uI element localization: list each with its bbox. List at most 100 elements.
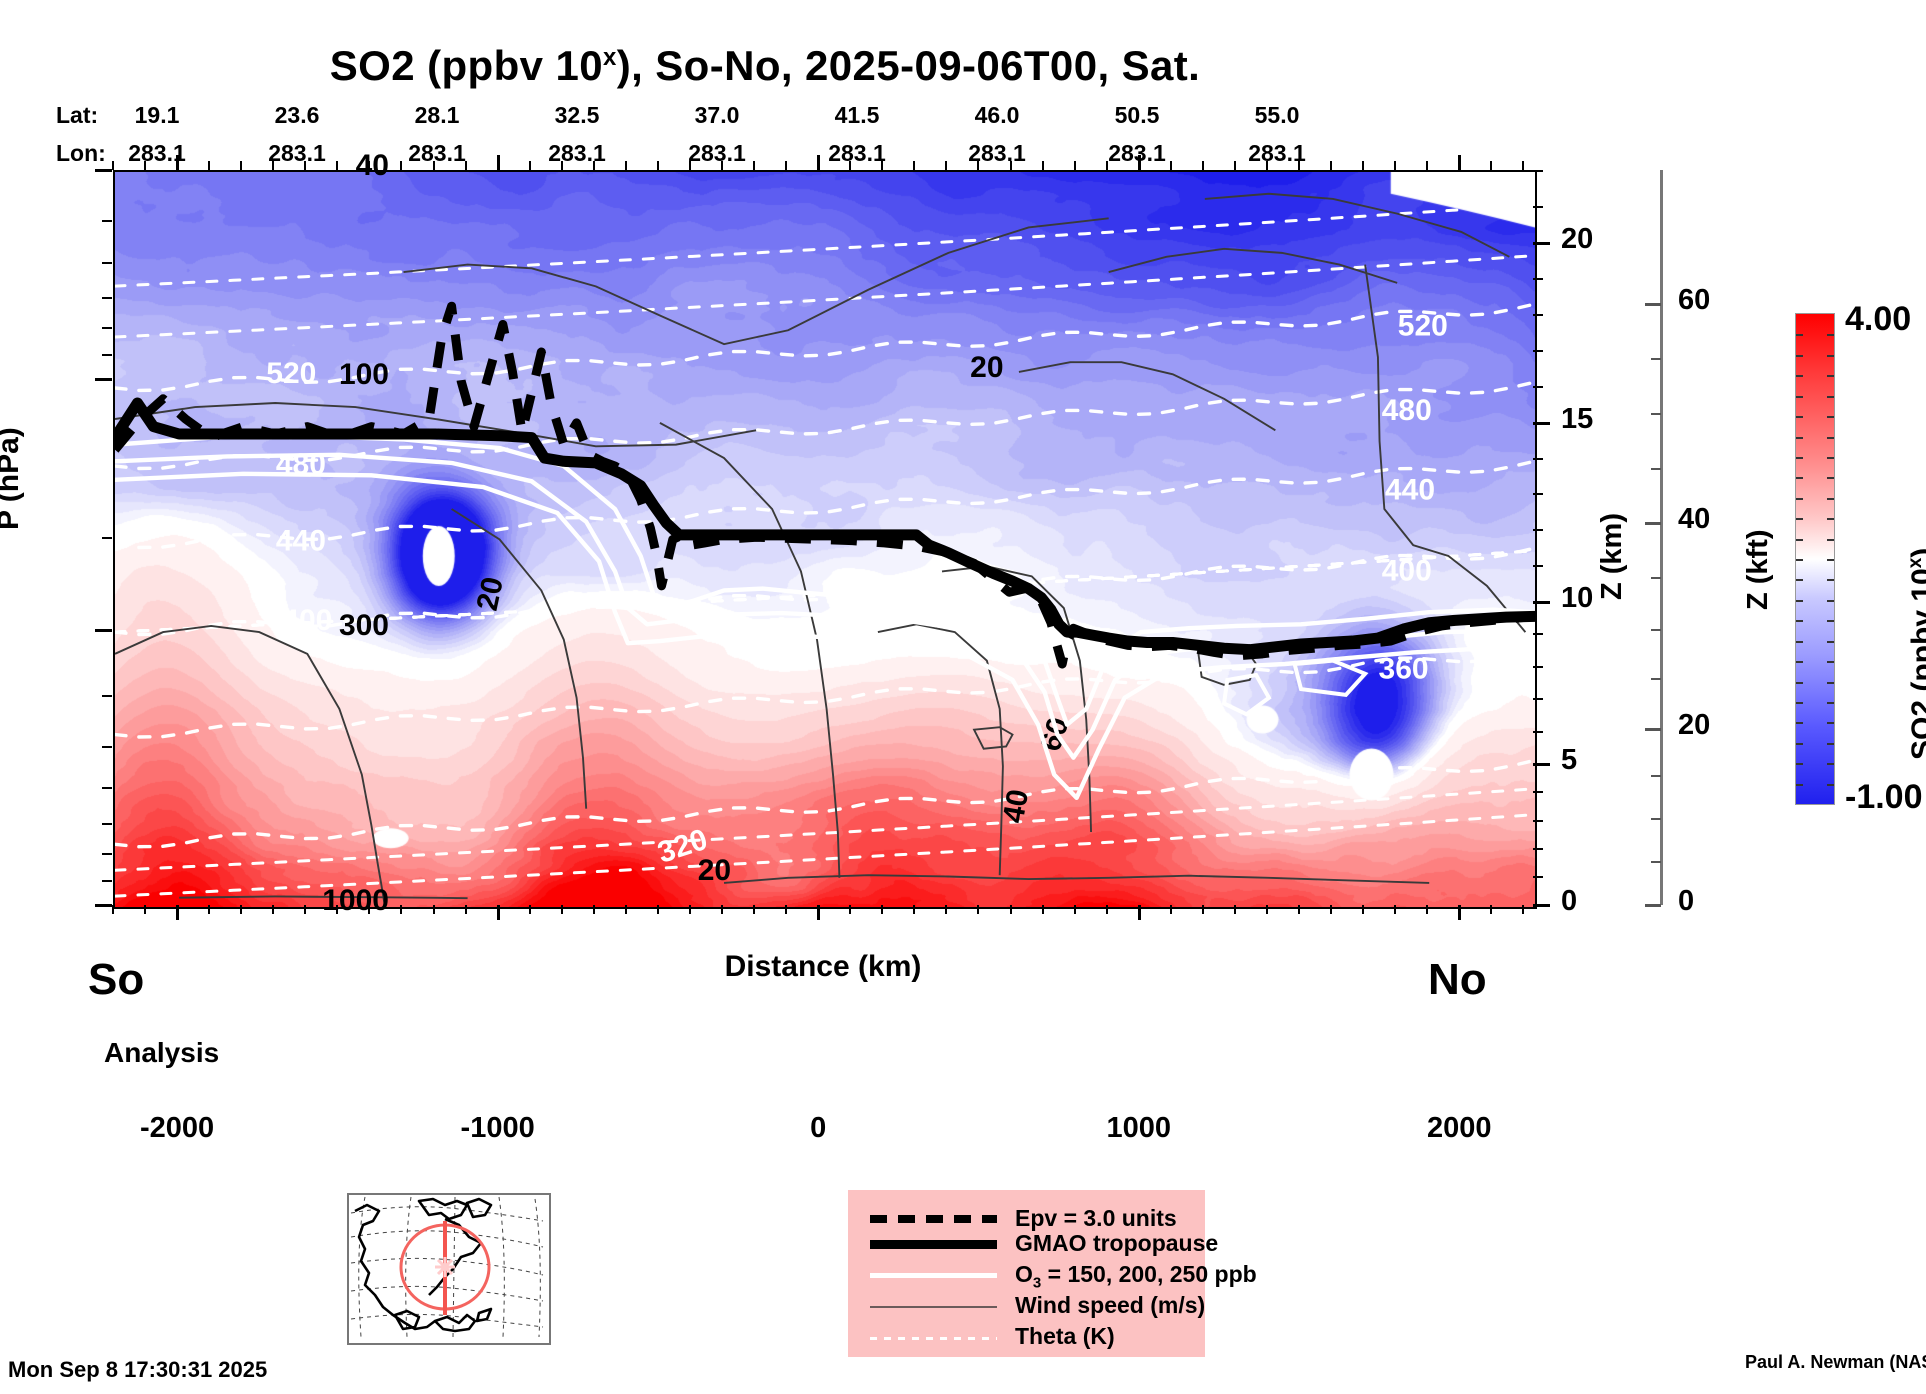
north-endpoint-label: No (1428, 955, 1487, 1004)
x-minor-tick (688, 905, 691, 914)
colorbar-tick (1796, 518, 1803, 521)
lat-value-7: 50.5 (1114, 102, 1160, 128)
lon-value-2: 283.1 (408, 140, 466, 166)
x-minor-tick (1298, 161, 1300, 170)
x-minor-tick (1522, 905, 1525, 914)
z-km-minor-tick (1533, 564, 1543, 567)
wind-speed-contour-4 (659, 422, 841, 878)
lon-value-0: 283.1 (128, 140, 186, 166)
z-kft-minor-tick (1651, 818, 1661, 821)
x-minor-tick (721, 905, 724, 914)
colorbar-tick (1827, 681, 1834, 684)
x-minor-tick (1073, 161, 1076, 170)
x-minor-tick (1426, 161, 1429, 170)
lat-value-8: 55.0 (1254, 102, 1300, 128)
z-km-tick-mark (1533, 904, 1550, 907)
colorbar-tick (1827, 620, 1834, 623)
lat-value-1: 23.6 (274, 102, 320, 128)
y-tick-label-1000: 1000 (322, 884, 389, 917)
x-minor-tick (1362, 905, 1365, 914)
z-km-tick-label-0: 0 (1561, 885, 1578, 917)
x-minor-tick (112, 161, 114, 170)
colorbar-tick (1827, 477, 1834, 480)
wind-speed-contour-14 (972, 726, 1014, 750)
colorbar-tick (1827, 456, 1834, 459)
lon-value-4: 283.1 (688, 140, 746, 166)
legend-box: Epv = 3.0 units GMAO tropopause O3 = 150, … (848, 1190, 1257, 1357)
y-minor-tick (102, 745, 112, 748)
z-km-minor-tick (1533, 349, 1543, 352)
theta-contour-320 (115, 758, 1535, 849)
inset-location-map (347, 1193, 551, 1345)
x-minor-tick (913, 905, 916, 914)
z-kft-minor-tick (1651, 467, 1661, 470)
y-axis-label: P (hPa) (0, 427, 25, 530)
x-tick-mark (817, 155, 821, 170)
lon-value-6: 283.1 (968, 140, 1026, 166)
o3-contour-loop-0 (1221, 672, 1272, 717)
x-minor-tick (1298, 905, 1300, 914)
theta-contour-520 (115, 302, 1535, 393)
lat-value-4: 37.0 (694, 102, 740, 128)
z-km-tick-label-5: 5 (1561, 744, 1578, 777)
x-tick-label--1000: -1000 (460, 1112, 535, 1144)
x-minor-tick (208, 161, 211, 170)
z-kft-minor-tick (1651, 628, 1661, 631)
coastlines (354, 1197, 493, 1333)
x-minor-tick (881, 905, 884, 914)
z-kft-tick-mark (1645, 904, 1661, 907)
x-tick-mark (1458, 155, 1462, 170)
wind-speed-contour-8 (1108, 247, 1398, 284)
x-minor-tick (945, 161, 948, 170)
south-endpoint-label: So (88, 955, 145, 1004)
y-tick-mark-100 (95, 378, 112, 382)
colorbar-axis-label: SO2 (ppbv 10x) (1905, 548, 1926, 760)
z-km-minor-tick (1533, 493, 1543, 496)
wind-speed-label-3: 40 (997, 787, 1035, 826)
cross-section-plot: 520 480 440 400 520 480 440 400 360 320 20 20 60 40 20 (113, 170, 1537, 909)
x-minor-tick (144, 905, 147, 914)
graticule (350, 1196, 544, 1338)
y-minor-tick (102, 822, 112, 825)
x-tick-label-1000: 1000 (1106, 1112, 1171, 1144)
colorbar-max-label: 4.00 (1845, 300, 1912, 338)
x-minor-tick (1265, 905, 1268, 914)
title-text-before: SO2 (ppbv 10 (329, 42, 603, 89)
lat-value-5: 41.5 (834, 102, 880, 128)
x-minor-tick (1105, 905, 1108, 914)
colorbar-tick (1827, 395, 1834, 398)
x-tick-mark (1458, 905, 1462, 920)
theta-contour-minor-340 (115, 549, 1535, 634)
legend-row-3: Wind speed (m/s) (848, 1291, 1205, 1322)
z-km-minor-tick (1533, 819, 1543, 822)
z-kft-minor-tick (1651, 413, 1661, 416)
colorbar-tick (1796, 477, 1803, 480)
colorbar-tick (1827, 783, 1834, 786)
y-tick-mark-40 (95, 169, 112, 172)
z-km-minor-tick (1533, 457, 1543, 460)
colorbar-tick (1827, 559, 1834, 561)
z-km-minor-tick (1533, 665, 1543, 668)
page-title: SO2 (ppbv 10x), So-No, 2025-09-06T00, Sa… (0, 42, 1530, 90)
theta-label-right-440: 440 (1385, 474, 1435, 507)
legend-label-post: = 150, 200, 250 ppb (1041, 1261, 1257, 1287)
colorbar-tick (1796, 456, 1803, 459)
wind-speed-contour-12 (179, 895, 468, 900)
x-tick-mark (1137, 905, 1141, 920)
lon-value-1: 283.1 (268, 140, 326, 166)
z-kft-minor-tick (1651, 358, 1661, 361)
colorbar-tick (1796, 742, 1803, 745)
x-minor-tick (1522, 161, 1525, 170)
x-minor-tick (624, 905, 627, 914)
colorbar-tick (1796, 538, 1803, 541)
x-minor-tick (304, 161, 307, 170)
legend-label-3: Wind speed (m/s) (1015, 1292, 1206, 1318)
epv-contour (115, 301, 1535, 669)
y-minor-tick (102, 536, 112, 539)
colorbar-tick (1796, 640, 1803, 643)
colorbar-min-label: -1.00 (1845, 778, 1923, 816)
colorbar-tick (1796, 579, 1803, 582)
lat-value-0: 19.1 (134, 102, 180, 128)
colorbar-tick (1796, 395, 1803, 398)
y-minor-tick (102, 354, 112, 357)
